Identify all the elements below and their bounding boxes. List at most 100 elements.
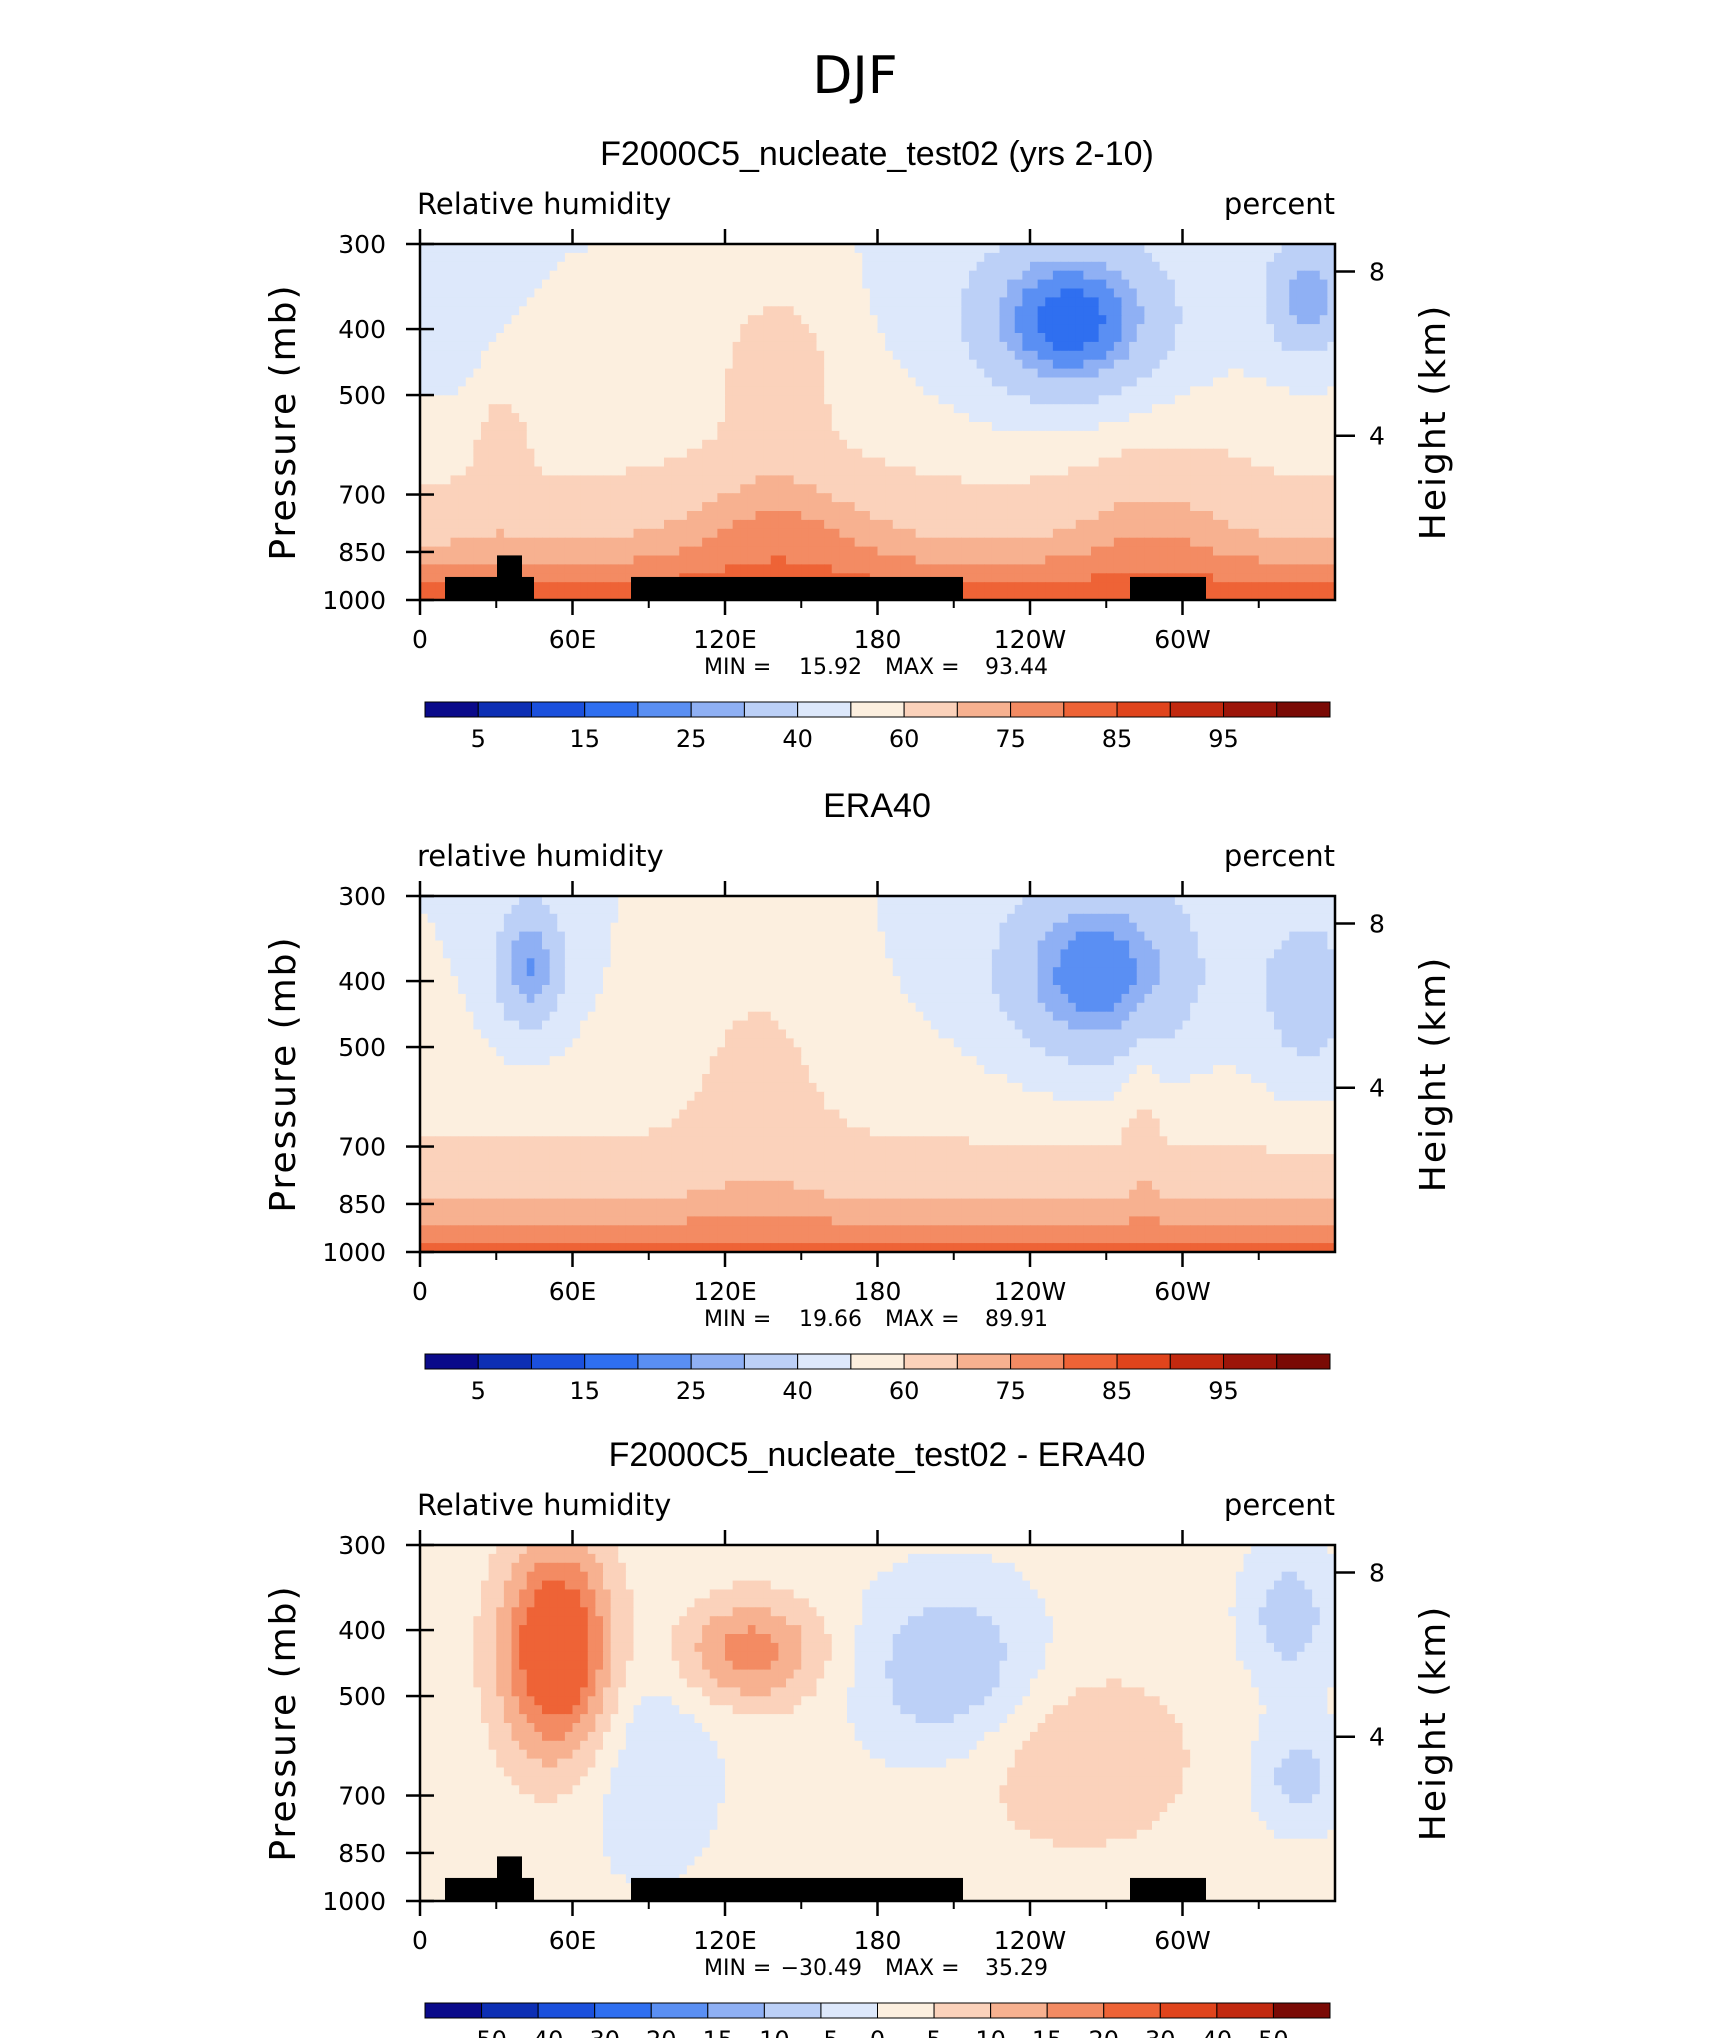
field-cell: [1022, 528, 1031, 539]
field-cell: [442, 324, 452, 334]
field-cell: [976, 511, 985, 521]
field-cell: [488, 386, 497, 396]
field-cell: [732, 546, 741, 557]
field-cell: [1289, 395, 1298, 405]
field-cell: [420, 359, 429, 370]
field-cell: [1075, 546, 1084, 557]
field-cell: [1052, 564, 1062, 574]
field-cell: [702, 493, 711, 503]
field-cell: [900, 457, 909, 468]
field-cell: [1197, 306, 1206, 316]
field-cell: [1007, 306, 1016, 316]
field-cell: [1068, 306, 1077, 316]
field-cell: [770, 511, 779, 521]
field-cell: [1190, 350, 1199, 361]
field-cell: [999, 591, 1008, 601]
field-cell: [465, 359, 474, 370]
field-cell: [519, 377, 528, 387]
field-cell: [671, 896, 680, 906]
field-cell: [999, 279, 1008, 290]
field-cell: [1098, 502, 1107, 512]
field-cell: [1258, 288, 1267, 298]
field-cell: [1174, 422, 1184, 432]
field-cell: [1068, 564, 1077, 574]
field-cell: [885, 546, 894, 557]
field-cell: [686, 297, 696, 307]
field-cell: [648, 422, 657, 432]
field-cell: [1258, 528, 1267, 539]
field-cell: [473, 511, 482, 521]
field-cell: [1243, 430, 1252, 441]
field-cell: [732, 315, 741, 325]
field-cell: [1068, 546, 1077, 557]
field-cell: [595, 261, 604, 272]
field-cell: [648, 537, 657, 548]
field-cell: [847, 288, 856, 298]
field-cell: [1213, 279, 1222, 290]
field-cell: [1296, 537, 1306, 548]
field-cell: [1182, 279, 1191, 290]
field-cell: [1190, 896, 1199, 906]
field-cell: [1136, 511, 1145, 521]
field-cell: [702, 448, 711, 459]
field-cell: [587, 555, 596, 565]
field-cell: [930, 315, 940, 325]
field-cell: [1113, 564, 1123, 574]
field-cell: [801, 377, 810, 387]
field-cell: [900, 288, 909, 298]
field-cell: [648, 288, 657, 298]
field-cell: [481, 306, 490, 316]
field-cell: [1167, 306, 1176, 316]
field-cell: [969, 261, 978, 272]
field-cell: [595, 484, 604, 494]
field-cell: [969, 546, 978, 557]
field-cell: [862, 555, 871, 565]
field-cell: [1144, 377, 1153, 387]
field-cell: [1129, 502, 1138, 512]
field-cell: [1197, 466, 1206, 476]
field-cell: [641, 315, 650, 325]
field-cell: [1296, 519, 1306, 530]
field-cell: [435, 270, 444, 281]
field-cell: [1091, 502, 1100, 512]
field-cell: [923, 306, 932, 316]
field-cell: [542, 457, 551, 468]
field-cell: [526, 288, 535, 298]
field-cell: [603, 537, 612, 548]
field-cell: [1220, 413, 1229, 423]
field-cell: [1075, 484, 1084, 494]
field-cell: [595, 413, 604, 423]
field-cell: [686, 430, 696, 441]
field-cell: [1075, 448, 1084, 459]
field-cell: [1274, 582, 1283, 592]
field-cell: [1197, 341, 1206, 352]
field-cell: [1007, 315, 1016, 325]
field-cell: [420, 395, 429, 405]
field-cell: [557, 466, 566, 476]
field-cell: [770, 350, 779, 361]
field-cell: [1213, 528, 1222, 539]
field-cell: [1258, 368, 1267, 379]
field-cell: [542, 484, 551, 494]
field-cell: [892, 537, 901, 548]
field-cell: [1075, 270, 1084, 281]
field-cell: [1068, 422, 1077, 432]
terrain-block: [1130, 576, 1206, 600]
field-cell: [1243, 511, 1252, 521]
field-cell: [1266, 528, 1275, 539]
field-cell: [473, 377, 482, 387]
field-cell: [671, 475, 680, 485]
field-cell: [946, 519, 955, 530]
field-cell: [534, 350, 543, 361]
field-cell: [885, 484, 894, 494]
field-cell: [664, 324, 673, 334]
field-cell: [1319, 252, 1328, 263]
field-cell: [1106, 555, 1115, 565]
field-cell: [442, 270, 452, 281]
field-cell: [488, 555, 497, 565]
field-cell: [473, 261, 482, 272]
field-cell: [1068, 582, 1077, 592]
field-cell: [854, 439, 863, 450]
field-cell: [747, 261, 757, 272]
field-cell: [442, 484, 452, 494]
